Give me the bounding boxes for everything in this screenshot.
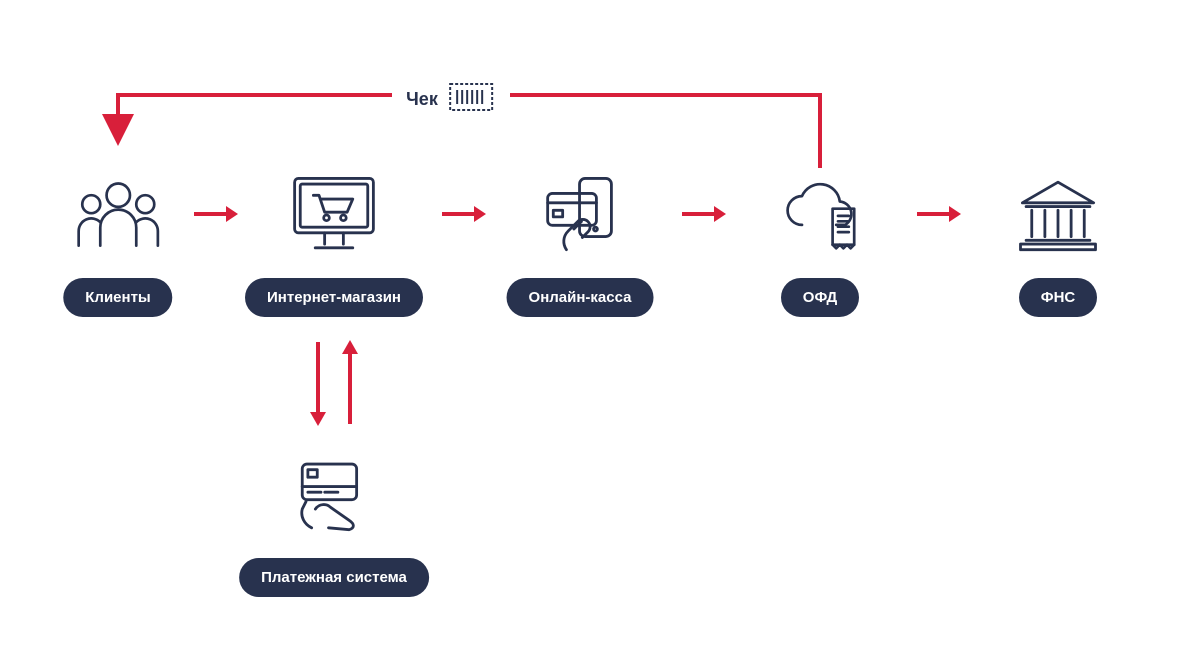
node-payment: Платежная система xyxy=(239,450,429,597)
receipt-text: Чек xyxy=(406,89,438,110)
store-icon xyxy=(289,170,379,260)
arrow-store-to-kassa xyxy=(440,204,486,224)
node-store: Интернет-магазин xyxy=(245,170,423,317)
node-fns: ФНС xyxy=(1013,170,1103,317)
node-clients: Клиенты xyxy=(63,170,172,317)
fns-label: ФНС xyxy=(1019,278,1097,317)
ofd-icon xyxy=(775,170,865,260)
node-ofd: ОФД xyxy=(775,170,865,317)
clients-icon xyxy=(73,170,163,260)
clients-label: Клиенты xyxy=(63,278,172,317)
node-kassa: Онлайн-касса xyxy=(507,170,654,317)
kassa-icon xyxy=(535,170,625,260)
fns-icon xyxy=(1013,170,1103,260)
kassa-label: Онлайн-касса xyxy=(507,278,654,317)
store-label: Интернет-магазин xyxy=(245,278,423,317)
arrow-payment-up-store xyxy=(340,338,360,428)
arrow-ofd-to-fns xyxy=(915,204,961,224)
payment-label: Платежная система xyxy=(239,558,429,597)
arrow-kassa-to-ofd xyxy=(680,204,726,224)
receipt-return-path xyxy=(0,0,1199,671)
payment-icon xyxy=(289,450,379,540)
arrow-store-down-payment xyxy=(308,338,328,428)
arrow-clients-to-store xyxy=(192,204,238,224)
receipt-icon xyxy=(448,82,494,117)
receipt-label: Чек xyxy=(406,82,494,117)
ofd-label: ОФД xyxy=(781,278,859,317)
